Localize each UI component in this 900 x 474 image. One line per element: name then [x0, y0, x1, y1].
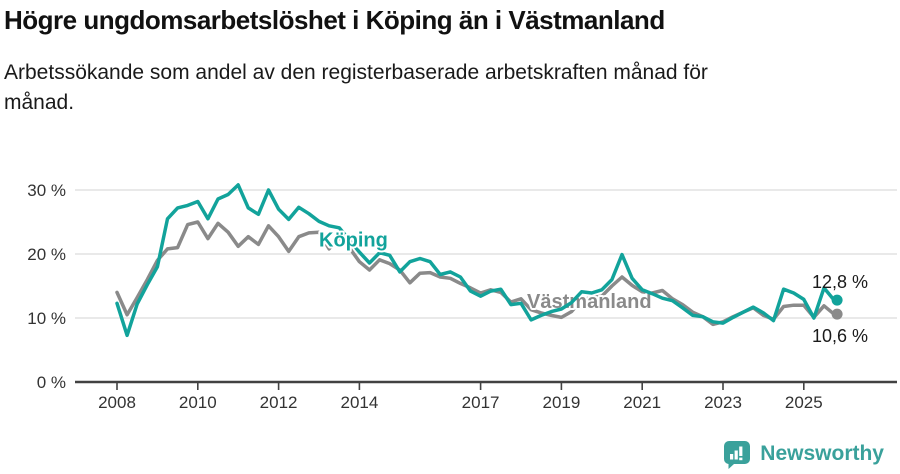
x-tick-label: 2025 — [785, 393, 823, 412]
newsworthy-brand-link[interactable]: Newsworthy — [722, 439, 884, 469]
x-tick-label: 2012 — [260, 393, 298, 412]
end-value-label-vastmanland: 10,6 % — [812, 326, 868, 346]
chart-subtitle-line-1: Arbetssökande som andel av den registerb… — [4, 60, 708, 84]
chart-line-koping — [115, 183, 836, 338]
y-tick-label: 0 % — [37, 373, 66, 392]
end-value-label-koping: 12,8 % — [812, 272, 868, 292]
x-tick-label: 2014 — [340, 393, 378, 412]
chart-header: Högre ungdomsarbetslöshet i Köping än i … — [4, 5, 884, 118]
y-tick-label: 30 % — [27, 181, 66, 200]
end-dot-koping — [831, 294, 843, 306]
x-tick-label: 2017 — [462, 393, 500, 412]
chart-line-vastmanland — [115, 220, 836, 327]
end-dot-vastmanland — [831, 308, 843, 320]
x-tick-label: 2010 — [179, 393, 217, 412]
newsworthy-brand-text: Newsworthy — [760, 442, 884, 465]
x-tick-label: 2023 — [704, 393, 742, 412]
y-tick-label: 20 % — [27, 245, 66, 264]
series-label-vastmanland: Västmanland — [527, 291, 651, 313]
newsworthy-logo-icon — [724, 441, 751, 469]
line-chart: 0 % 10 % 20 % 30 % 2008 2010 2012 2014 2017 2019 2… — [27, 181, 897, 412]
chart-subtitle-line-2: månad. — [4, 90, 75, 114]
chart-title: Högre ungdomsarbetslöshet i Köping än i … — [4, 5, 665, 35]
y-tick-label: 10 % — [27, 309, 66, 328]
x-tick-label: 2008 — [98, 393, 136, 412]
x-tick-label: 2021 — [623, 393, 661, 412]
chart-subtitle: Arbetssökande som andel av den registerb… — [4, 58, 884, 118]
series-label-koping: Köping — [319, 229, 388, 251]
x-tick-label: 2019 — [542, 393, 580, 412]
